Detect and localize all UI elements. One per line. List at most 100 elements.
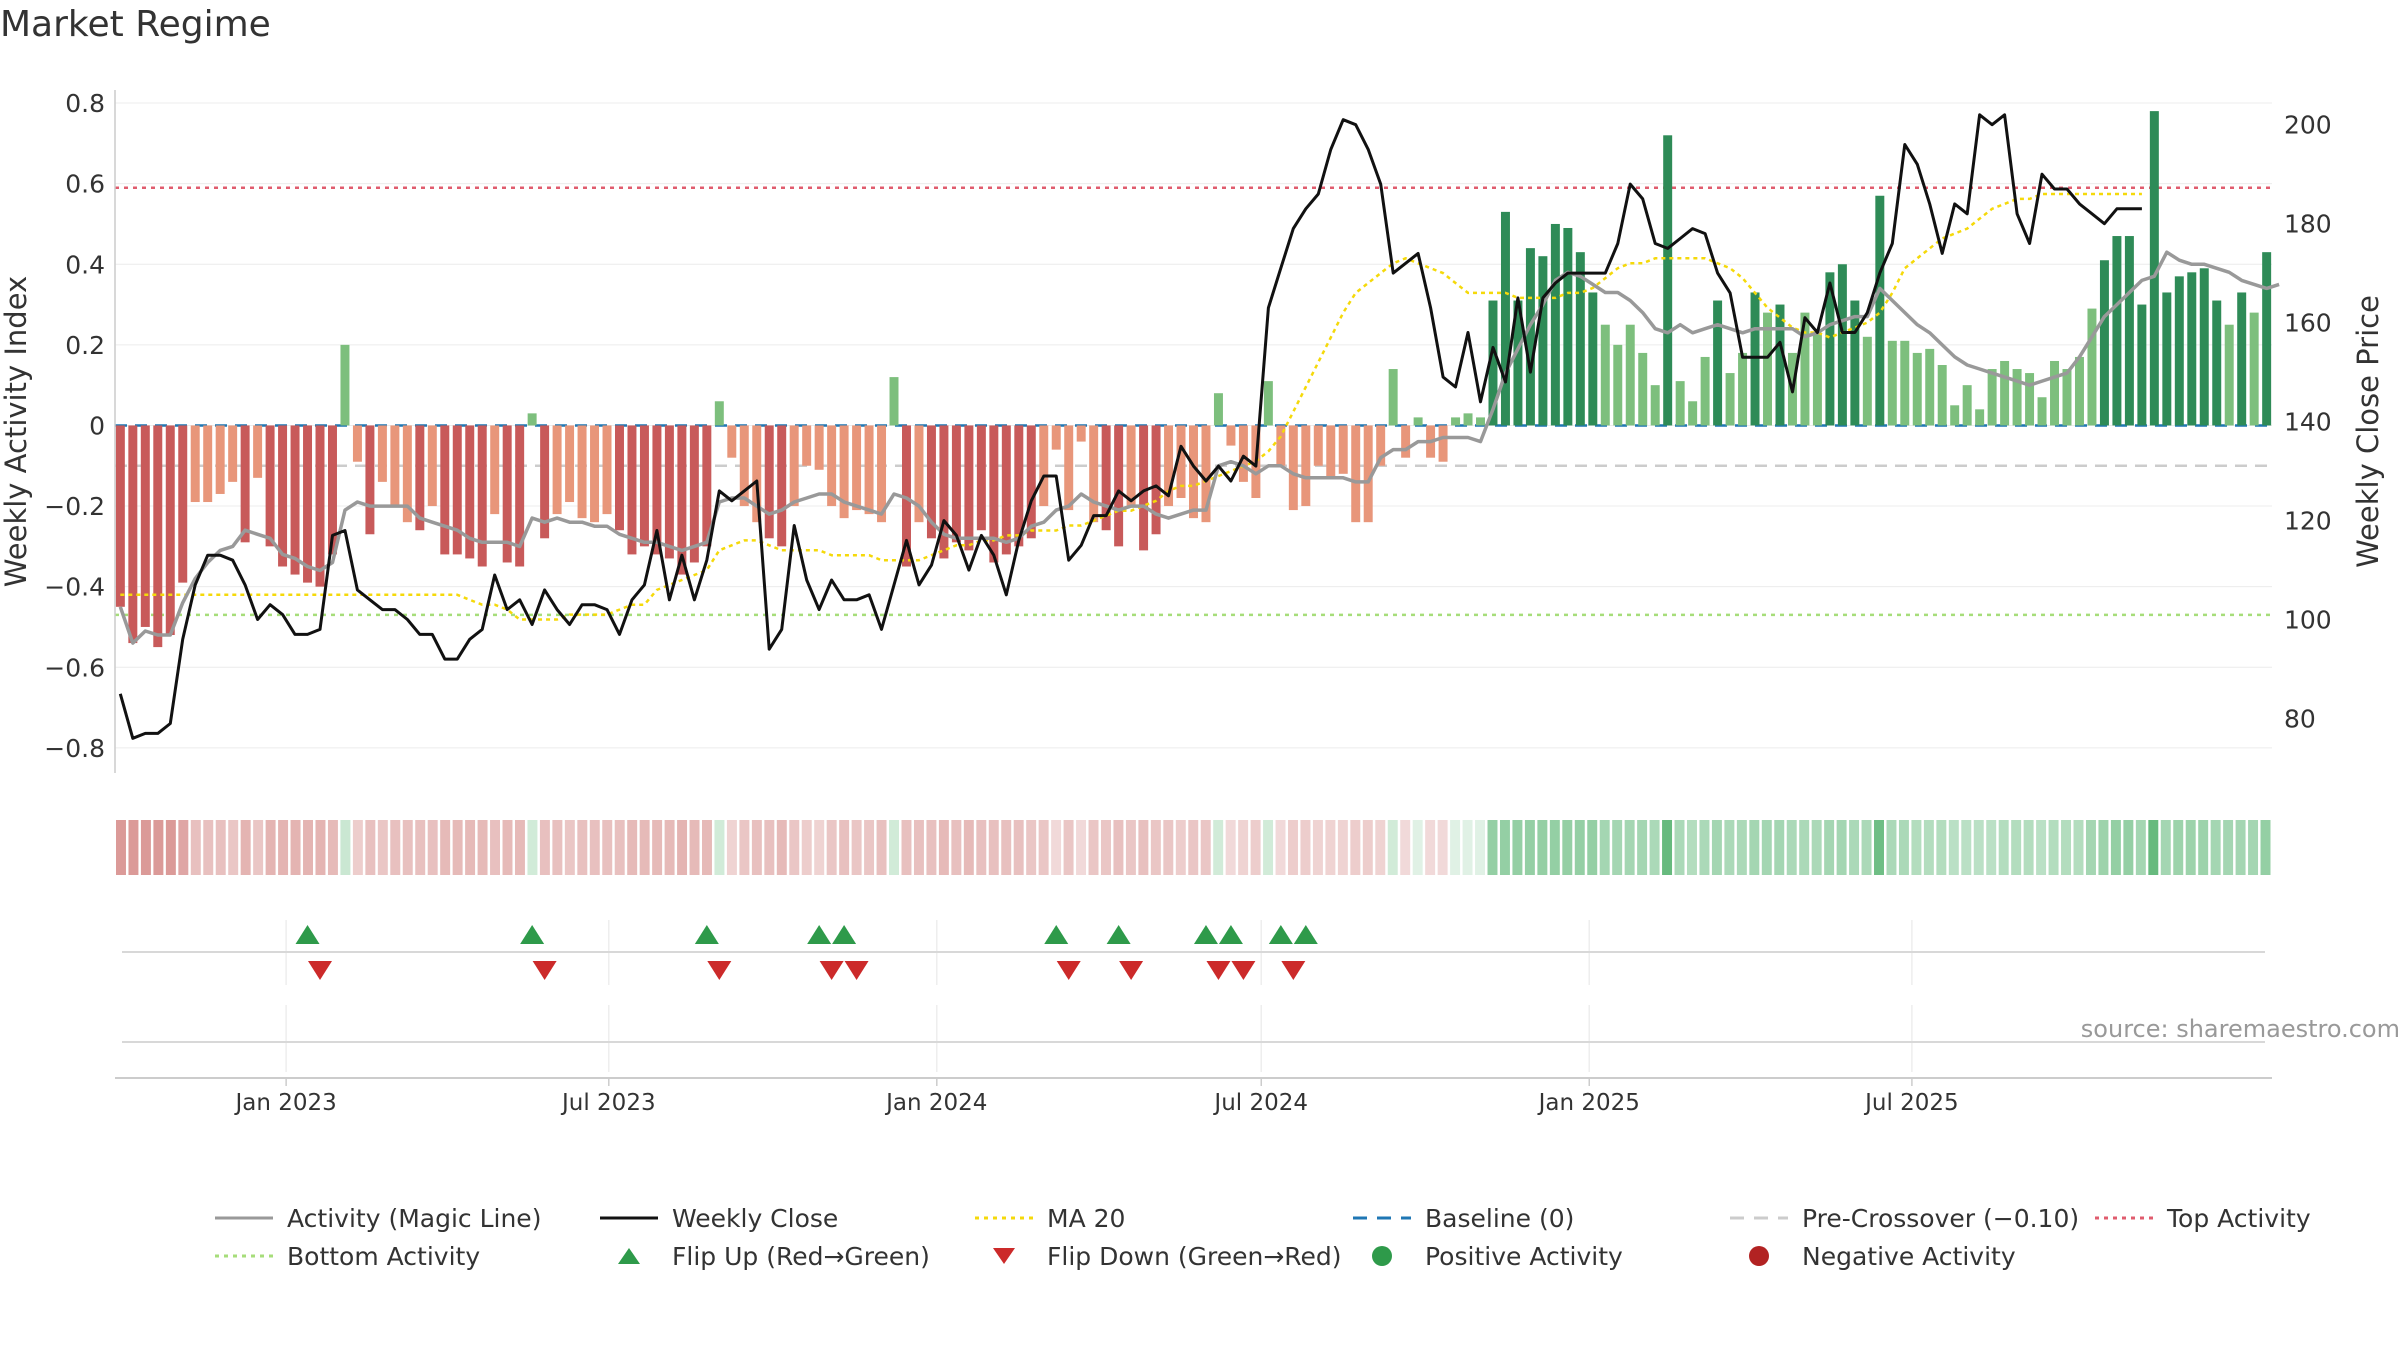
activity-bar [1176, 425, 1186, 498]
activity-bar [427, 425, 437, 507]
activity-bar [1700, 356, 1710, 426]
x-tick-label: Jan 2025 [1537, 1090, 1640, 1116]
activity-bar [1575, 252, 1585, 426]
legend-line-swatch [600, 1216, 658, 1220]
activity-bar [178, 425, 188, 583]
activity-bar [2050, 360, 2060, 426]
activity-bar [1538, 256, 1548, 426]
regime-band-cell [702, 820, 712, 875]
regime-band-cell [2073, 820, 2084, 875]
activity-bar [964, 425, 974, 551]
regime-band-cell [864, 820, 875, 875]
regime-band-cell [1587, 820, 1598, 875]
flip-up-marker [1193, 925, 1218, 944]
activity-bar [540, 425, 550, 539]
legend-line-swatch [975, 1216, 1033, 1220]
activity-bar [1900, 340, 1910, 426]
activity-bar [1001, 425, 1011, 555]
activity-bar [128, 425, 138, 644]
regime-band-cell [776, 820, 787, 875]
regime-band-cell [801, 820, 812, 875]
activity-bar [702, 425, 712, 547]
regime-band-cell [490, 820, 501, 875]
regime-band-cell [1612, 820, 1623, 875]
regime-band-cell [2198, 820, 2209, 875]
x-tick-label: Jan 2023 [233, 1090, 336, 1116]
activity-bar [2212, 300, 2222, 426]
activity-bar [1139, 425, 1149, 551]
regime-band-cell [1312, 820, 1323, 875]
activity-bar [814, 425, 824, 470]
activity-bar [402, 425, 412, 523]
regime-band-cell [2248, 820, 2259, 875]
activity-bar [1451, 417, 1461, 426]
activity-bar [590, 425, 600, 523]
regime-band-cell [2023, 820, 2034, 875]
regime-band-cell [1786, 820, 1797, 875]
y-tick-label: 0 [89, 411, 105, 440]
regime-band-cell [1711, 820, 1722, 875]
y2-tick-label: 140 [2284, 408, 2332, 437]
regime-band-cell [140, 820, 151, 875]
regime-band-cell [1749, 820, 1760, 875]
activity-bar [1263, 381, 1273, 426]
activity-bar [2237, 292, 2247, 426]
regime-band-cell [889, 820, 899, 875]
activity-bar [2062, 369, 2072, 426]
legend-label: Negative Activity [1802, 1241, 2016, 1271]
activity-bar [677, 425, 687, 575]
activity-bar [652, 425, 662, 555]
legend-item: Negative Activity [1730, 1238, 2016, 1274]
legend-item: Baseline (0) [1353, 1200, 1574, 1236]
chart-title: Market Regime [0, 4, 271, 45]
activity-bar [752, 425, 762, 523]
regime-band-cell [963, 820, 974, 875]
flip-up-marker [832, 925, 857, 944]
activity-bar [2162, 292, 2172, 426]
regime-band-cell [2223, 820, 2234, 875]
flip-down-marker [1206, 961, 1231, 980]
regime-band-cell [303, 820, 313, 875]
activity-bar [864, 425, 874, 515]
regime-band-cell [165, 820, 176, 875]
regime-band-cell [2123, 820, 2134, 875]
regime-band-cell [253, 820, 264, 875]
flip-down-marker [1119, 961, 1144, 980]
regime-band-cell [926, 820, 937, 875]
regime-band-cell [1188, 820, 1199, 875]
legend-line-swatch [2095, 1216, 2153, 1220]
activity-bar [1126, 425, 1136, 507]
regime-band-cell [1637, 820, 1648, 875]
regime-band-cell [1686, 820, 1697, 875]
regime-band-cell [714, 820, 725, 875]
regime-band-cell [1437, 820, 1448, 875]
activity-bar [1600, 324, 1610, 426]
regime-band-cell [1537, 820, 1548, 875]
activity-bar [2112, 236, 2122, 426]
regime-band-cell [290, 820, 301, 875]
regime-band-cell [278, 820, 289, 875]
regime-band-cell [1562, 820, 1573, 875]
activity-bar [914, 425, 924, 523]
activity-bar [153, 425, 163, 648]
flip-up-marker [807, 925, 832, 944]
flip-down-marker [1281, 961, 1306, 980]
regime-band-cell [1524, 820, 1535, 875]
legend-label: Pre-Crossover (−0.10) [1802, 1203, 2080, 1233]
activity-bar [877, 425, 887, 523]
activity-bar [827, 425, 837, 507]
regime-band-cell [502, 820, 513, 875]
legend-item: Positive Activity [1353, 1238, 1623, 1274]
regime-band-cell [1462, 820, 1473, 875]
flip-up-marker [1044, 925, 1069, 944]
activity-bar [1750, 292, 1760, 426]
activity-bar [1825, 272, 1835, 426]
regime-band-cell [1849, 820, 1860, 875]
legend-item: Pre-Crossover (−0.10) [1730, 1200, 2079, 1236]
activity-bar [390, 425, 400, 507]
activity-bar [1238, 425, 1248, 482]
regime-band-cell [1973, 820, 1984, 875]
regime-band-cell [1225, 820, 1236, 875]
activity-bar [802, 425, 812, 466]
activity-bar [764, 425, 774, 539]
